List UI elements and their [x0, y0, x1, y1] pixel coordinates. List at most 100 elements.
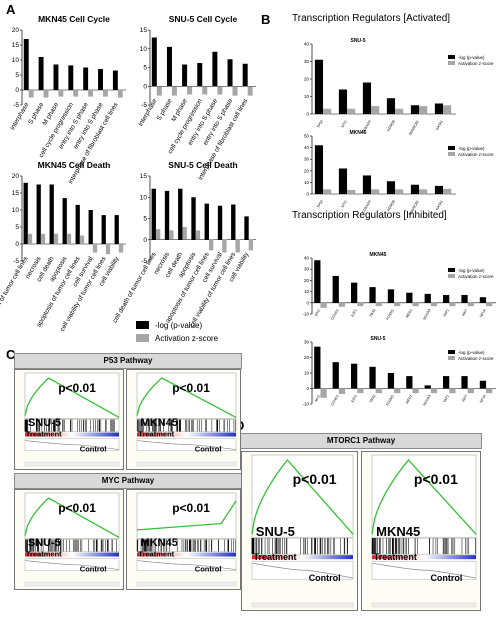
y-tick-label: 15	[12, 190, 20, 197]
control-label: Control	[309, 573, 341, 583]
y-tick-label: 0	[15, 87, 19, 94]
gsea-plot-p53-mkn45: p<0.01 MKN45 Treatment Control	[126, 369, 241, 470]
bar-zscore	[323, 189, 331, 194]
gsea-plot-svg: p<0.01 SNU-5 Treatment Control	[242, 452, 357, 610]
bar-logp	[425, 294, 431, 303]
legend-zscore-label: Activation z-score	[458, 152, 494, 157]
legend-zscore-swatch	[448, 152, 455, 156]
category-label: TBX2	[369, 308, 377, 318]
bar-zscore	[468, 389, 474, 394]
legend-logp-swatch	[448, 268, 455, 272]
y-tick-label: 30	[304, 267, 310, 272]
legend-logp-label: -log (p-value)	[458, 55, 485, 60]
bar-logp	[363, 83, 371, 115]
bar-logp	[205, 204, 209, 240]
bar-zscore	[196, 230, 200, 239]
bar-zscore	[449, 389, 455, 394]
control-label: Control	[80, 565, 107, 574]
bar-zscore	[443, 105, 451, 114]
y-tick-label: 50	[304, 134, 310, 139]
bar-logp	[68, 65, 73, 90]
bar-logp	[24, 183, 28, 244]
bar-logp	[406, 293, 412, 303]
category-label: MED1	[405, 308, 413, 318]
y-tick-label: 0	[143, 237, 147, 244]
bar-zscore	[419, 189, 427, 194]
plot-footer	[137, 582, 236, 586]
p53-pathway-header: P53 Pathway	[14, 353, 242, 369]
category-label: IRF7	[461, 308, 468, 317]
category-label: FOXM1	[385, 394, 395, 406]
y-tick-label: 0	[306, 112, 309, 117]
category-label: MYC	[314, 308, 322, 317]
mtorc1-pathway-header: MTORC1 Pathway	[240, 433, 482, 449]
bar-zscore	[222, 240, 226, 253]
bar-logp	[333, 362, 339, 388]
category-label: NCOA3	[422, 394, 432, 406]
y-tick-label: 0	[15, 241, 19, 248]
panel-b-legend-2: -log (p-value)Activation z-score	[448, 268, 494, 279]
bar-zscore	[93, 244, 97, 253]
treatment-label: Treatment	[26, 550, 62, 559]
y-tick-label: 0	[306, 386, 309, 391]
gsea-plot-svg: p<0.01 MKN45Treatment Control	[127, 370, 240, 469]
legend-zscore-swatch	[448, 274, 455, 278]
bar-zscore	[395, 189, 403, 194]
cell-line-label: SNU-5	[256, 524, 295, 539]
snu5-cell-cycle-chart: SNU-5 Cell Cycle-5051015interphaseS phas…	[137, 14, 256, 181]
bar-zscore	[157, 86, 162, 95]
y-tick-label: 30	[304, 340, 310, 345]
category-label: YAP1	[442, 394, 450, 404]
y-tick-label: 10	[140, 194, 148, 201]
chart-title: MKN45	[350, 130, 367, 136]
y-tick-label: 20	[304, 168, 310, 173]
panel-b-legend-0: -log (p-value)Activation z-score	[448, 55, 494, 66]
bar-logp	[314, 260, 320, 303]
treatment-label: Treatment	[138, 430, 174, 439]
y-tick-label: 5	[15, 224, 19, 231]
bar-zscore	[486, 303, 492, 306]
control-label: Control	[430, 573, 462, 583]
bar-zscore	[371, 189, 379, 194]
bar-zscore	[248, 86, 253, 95]
bar-zscore	[44, 90, 49, 98]
bar-logp	[369, 287, 375, 303]
category-label: GATA1	[435, 119, 444, 131]
bar-logp	[113, 71, 118, 91]
bar-zscore	[320, 303, 326, 308]
bar-zscore	[395, 109, 403, 114]
bar-zscore	[376, 303, 382, 306]
bar-zscore	[182, 227, 186, 240]
gsea-plot-mtorc1-snu5: p<0.01 SNU-5 Treatment Control	[241, 451, 358, 611]
bar-logp	[425, 385, 431, 388]
bar-logp	[231, 204, 235, 239]
treatment-label: Treatment	[26, 430, 62, 439]
bar-zscore	[41, 234, 45, 244]
inhibited-mkn45-chart: MKN45-10010203040MYC CCND1 E2F1 TBX2 FOXM1 ME…	[302, 252, 496, 321]
bar-zscore	[394, 303, 400, 306]
y-tick-label: 20	[304, 355, 310, 360]
category-label: KDM5B	[386, 119, 396, 132]
es-plot-area	[137, 373, 236, 419]
treatment-label: Treatment	[254, 552, 297, 562]
chart-title: SNU-5 Cell Cycle	[169, 14, 238, 24]
bar-zscore	[412, 389, 418, 394]
p-value-label: p<0.01	[58, 381, 96, 395]
es-plot-area	[137, 493, 236, 539]
y-tick-label: -10	[302, 312, 309, 317]
gsea-plot-mtorc1-mkn45: p<0.01 MKN45 Treatment Control	[361, 451, 481, 611]
category-label: E2F1	[350, 308, 358, 317]
mkn45-cell-death-chart: MKN45 Cell Death-505101520cell death of …	[0, 160, 126, 333]
y-tick-label: 30	[304, 59, 310, 64]
bar-zscore	[58, 90, 63, 97]
legend-logp-swatch	[448, 146, 455, 150]
chart-title: SNU-5	[350, 38, 365, 44]
panel-a-charts: MKN45 Cell Cycle-505101520interphaseS ph…	[0, 0, 262, 350]
bar-logp	[461, 295, 467, 303]
category-label: SMARCB1	[408, 199, 420, 216]
category-label: TP53	[316, 119, 324, 128]
bar-zscore	[468, 303, 474, 306]
y-tick-label: 15	[140, 173, 148, 180]
bar-zscore	[187, 86, 192, 94]
bar-zscore	[357, 303, 363, 306]
